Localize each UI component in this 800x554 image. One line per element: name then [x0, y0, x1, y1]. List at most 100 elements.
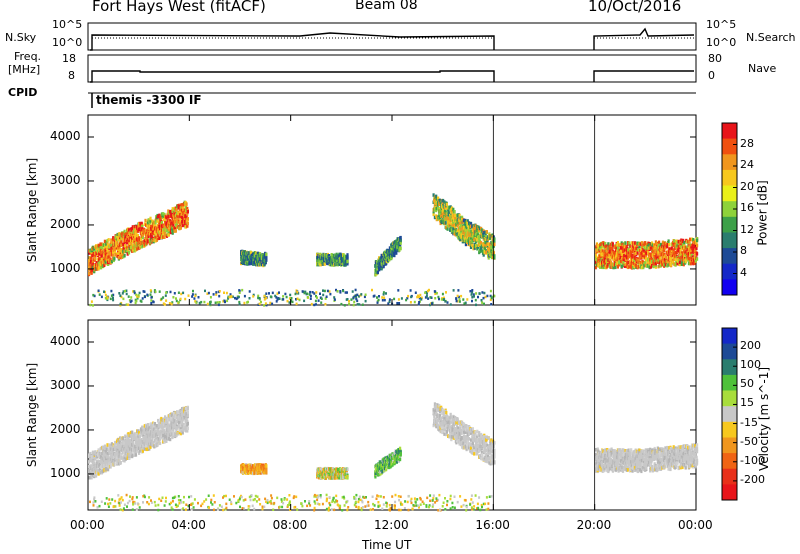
- noise-cell: [285, 295, 288, 299]
- echo-cell: [163, 212, 166, 217]
- echo-cell: [605, 244, 608, 248]
- echo-cell: [458, 213, 461, 218]
- echo-cell: [435, 208, 438, 213]
- echo-cell: [663, 260, 666, 265]
- echo-cell: [447, 221, 450, 226]
- echo-cell: [464, 233, 467, 237]
- echo-cell: [627, 241, 630, 245]
- echo-cell: [437, 196, 440, 200]
- echo-cell: [167, 431, 170, 436]
- echo-cell: [439, 221, 442, 226]
- noise-cell: [124, 289, 126, 293]
- echo-cell: [462, 226, 466, 230]
- echo-cell: [672, 257, 675, 262]
- echo-cell: [114, 247, 117, 252]
- noise-cell: [457, 295, 460, 299]
- echo-cell: [171, 231, 174, 235]
- echo-cell: [694, 248, 697, 252]
- noise-cell: [438, 297, 440, 301]
- noise-cell: [298, 298, 301, 302]
- echo-cell: [117, 237, 120, 241]
- echo-cell: [254, 258, 257, 262]
- echo-cell: [471, 228, 474, 233]
- echo-cell: [154, 425, 157, 430]
- echo-cell: [688, 240, 691, 244]
- echo-cell: [678, 262, 682, 267]
- noise-cell: [371, 288, 373, 292]
- noise-cell: [150, 296, 153, 299]
- echo-cell: [120, 456, 123, 460]
- noise-cell: [284, 292, 287, 296]
- echo-cell: [662, 259, 665, 264]
- echo-cell: [138, 446, 141, 450]
- echo-cell: [604, 249, 607, 254]
- echo-cell: [96, 267, 99, 271]
- noise-cell: [381, 299, 384, 302]
- echo-cell: [94, 457, 97, 461]
- echo-cell: [632, 253, 635, 258]
- echo-cell: [442, 209, 445, 213]
- noise-cell: [275, 300, 278, 303]
- echo-cell: [131, 448, 134, 452]
- echo-cell: [247, 259, 250, 264]
- echo-cell: [460, 227, 463, 231]
- noise-cell: [420, 296, 423, 300]
- echo-cell: [633, 241, 637, 245]
- echo-cell: [459, 223, 462, 228]
- echo-cell: [103, 444, 106, 448]
- echo-cell: [144, 429, 147, 434]
- echo-cell: [169, 214, 172, 219]
- echo-cell: [146, 430, 149, 434]
- echo-cell: [656, 260, 659, 264]
- echo-cell: [186, 221, 189, 226]
- echo-cell: [601, 263, 604, 268]
- echo-cell: [684, 252, 687, 257]
- echo-cell: [680, 238, 683, 242]
- echo-cell: [139, 222, 142, 226]
- echo-cell: [124, 457, 127, 461]
- echo-cell: [461, 217, 464, 222]
- noise-cell: [418, 295, 420, 299]
- echo-cell: [111, 239, 114, 243]
- echo-cell: [671, 260, 675, 264]
- echo-cell: [434, 203, 437, 208]
- echo-cell: [625, 253, 628, 258]
- echo-cell: [608, 253, 611, 257]
- echo-cell: [690, 248, 693, 252]
- echo-cell: [158, 224, 161, 228]
- echo-cell: [620, 259, 623, 263]
- echo-cell: [675, 247, 678, 252]
- noise-cell: [472, 293, 475, 296]
- echo-cell: [123, 456, 126, 460]
- noise-cell: [278, 297, 281, 300]
- noise-cell: [177, 291, 180, 294]
- echo-cell: [399, 243, 402, 247]
- echo-cell: [176, 217, 179, 222]
- echo-cell: [105, 245, 108, 249]
- noise-cell: [449, 303, 452, 306]
- noise-cell: [165, 299, 168, 302]
- echo-cell: [339, 252, 342, 257]
- echo-cell: [468, 225, 471, 230]
- echo-cell: [639, 248, 642, 253]
- noise-cell: [103, 290, 105, 293]
- echo-cell: [620, 248, 623, 252]
- echo-cell: [93, 247, 96, 251]
- echo-cell: [612, 265, 615, 270]
- echo-cell: [651, 257, 654, 261]
- echo-cell: [133, 224, 136, 229]
- echo-cell: [103, 450, 106, 455]
- echo-cell: [165, 439, 168, 443]
- echo-cell: [91, 248, 94, 253]
- noise-cell: [460, 294, 463, 298]
- echo-cell: [390, 246, 393, 250]
- echo-cell: [138, 227, 141, 232]
- echo-cell: [651, 241, 654, 245]
- echo-cell: [346, 253, 349, 257]
- echo-cell: [647, 251, 650, 255]
- noise-cell: [383, 298, 386, 302]
- noise-cell: [144, 295, 146, 299]
- echo-cell: [127, 228, 131, 232]
- echo-cell: [602, 244, 605, 249]
- echo-cell: [637, 247, 640, 252]
